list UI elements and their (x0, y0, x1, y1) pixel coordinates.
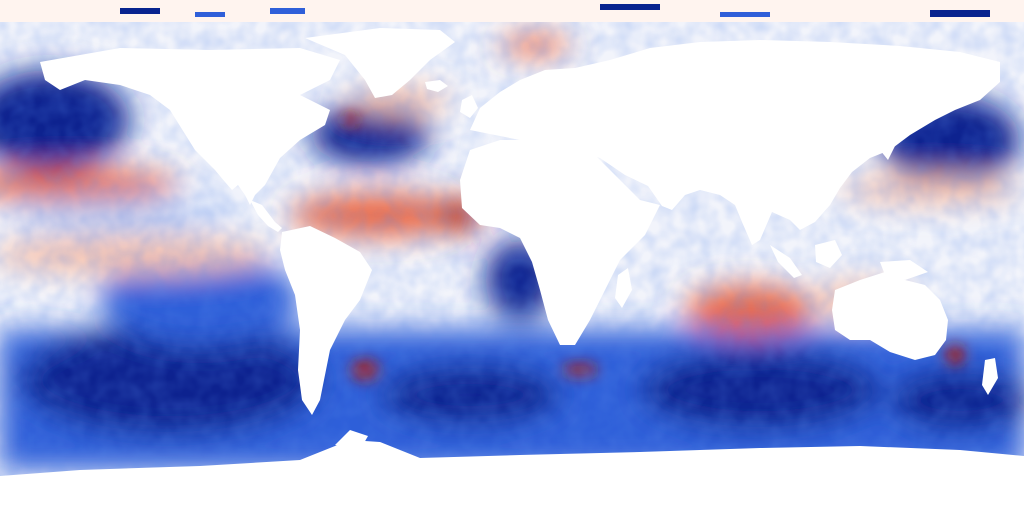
antarctica (0, 440, 1024, 512)
greenland (305, 28, 455, 98)
madagascar (615, 268, 632, 308)
south-america (280, 226, 372, 415)
north-america (40, 48, 340, 205)
ice-edge-segment (600, 4, 660, 10)
ice-edge-segment (195, 12, 225, 17)
africa (460, 140, 660, 345)
ice-edge-segment (720, 12, 770, 17)
land (0, 28, 1024, 512)
british-isles (460, 95, 478, 118)
ice-edge-segment (120, 8, 160, 14)
borneo (815, 240, 842, 268)
japan (880, 122, 898, 160)
central-america (250, 200, 282, 232)
arctic-ice-edge (120, 4, 990, 17)
antarctic-peninsula (335, 430, 368, 450)
ice-edge-segment (930, 10, 990, 17)
ice-edge-segment (270, 8, 305, 14)
eurasia (470, 40, 1000, 245)
new-zealand (982, 358, 998, 395)
sumatra (770, 245, 802, 278)
australia (832, 272, 948, 360)
iceland (425, 80, 448, 92)
